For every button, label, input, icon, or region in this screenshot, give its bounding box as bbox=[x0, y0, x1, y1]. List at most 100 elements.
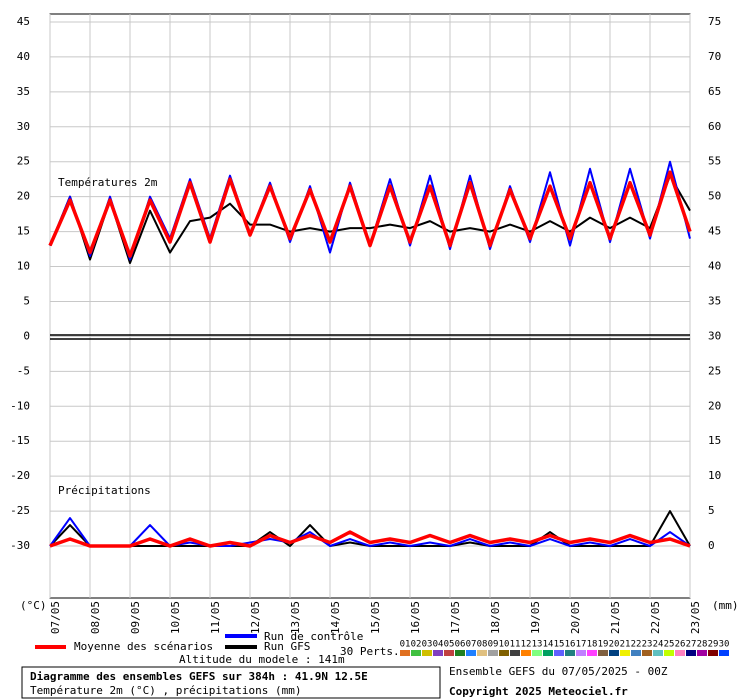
pert-label: 28 bbox=[697, 640, 708, 650]
pert-label: 24 bbox=[653, 640, 664, 650]
x-tick-label: 11/05 bbox=[209, 601, 222, 634]
pert-swatch bbox=[664, 650, 674, 656]
y2-unit: (mm) bbox=[712, 599, 739, 612]
pert-swatch bbox=[444, 650, 454, 656]
pert-swatch bbox=[488, 650, 498, 656]
y-tick-label: -25 bbox=[10, 504, 30, 517]
pert-label: 23 bbox=[642, 640, 653, 650]
pert-swatch bbox=[521, 650, 531, 656]
pert-label: 17 bbox=[576, 640, 587, 650]
y-tick-label: 5 bbox=[23, 294, 30, 307]
x-tick-label: 12/05 bbox=[249, 601, 262, 634]
pert-label: 27 bbox=[686, 640, 697, 650]
y-tick-label: -15 bbox=[10, 434, 30, 447]
pert-label: 03 bbox=[422, 640, 433, 650]
altitude: Altitude du modele : 141m bbox=[179, 653, 345, 666]
pert-label: 12 bbox=[521, 640, 532, 650]
y-tick-label: 20 bbox=[17, 190, 30, 203]
x-tick-label: 13/05 bbox=[289, 601, 302, 634]
x-tick-label: 07/05 bbox=[49, 601, 62, 634]
x-tick-label: 17/05 bbox=[449, 601, 462, 634]
pert-label: 16 bbox=[565, 640, 576, 650]
pert-swatch bbox=[565, 650, 575, 656]
y-tick-label: 15 bbox=[17, 225, 30, 238]
y-tick-label: -10 bbox=[10, 399, 30, 412]
pert-label: 15 bbox=[554, 640, 565, 650]
pert-swatch bbox=[675, 650, 685, 656]
pert-swatch bbox=[433, 650, 443, 656]
pert-label: 22 bbox=[631, 640, 642, 650]
x-tick-label: 09/05 bbox=[129, 601, 142, 634]
run-info: Ensemble GEFS du 07/05/2025 - 00Z bbox=[449, 665, 668, 678]
pert-swatch bbox=[719, 650, 729, 656]
pert-label: 18 bbox=[587, 640, 598, 650]
x-tick-label: 20/05 bbox=[569, 601, 582, 634]
legend-label: Moyenne des scénarios bbox=[74, 640, 213, 653]
pert-label: 07 bbox=[466, 640, 477, 650]
pert-swatch bbox=[499, 650, 509, 656]
pert-swatch bbox=[455, 650, 465, 656]
pert-label: 26 bbox=[675, 640, 686, 650]
y2-tick-label: 55 bbox=[708, 155, 721, 168]
x-tick-label: 16/05 bbox=[409, 601, 422, 634]
y-tick-label: 30 bbox=[17, 120, 30, 133]
temp-line bbox=[48, 170, 692, 258]
y2-tick-label: 50 bbox=[708, 190, 721, 203]
x-tick-label: 14/05 bbox=[329, 601, 342, 634]
pert-label: 11 bbox=[510, 640, 521, 650]
x-tick-label: 08/05 bbox=[89, 601, 102, 634]
temp-label: Températures 2m bbox=[58, 176, 158, 189]
pert-label: 25 bbox=[664, 640, 675, 650]
pert-label: 29 bbox=[708, 640, 719, 650]
y2-tick-label: 25 bbox=[708, 364, 721, 377]
legend-label: Run GFS bbox=[264, 640, 310, 653]
pert-label: 08 bbox=[477, 640, 488, 650]
x-tick-label: 10/05 bbox=[169, 601, 182, 634]
pert-label: 14 bbox=[543, 640, 554, 650]
subtitle: Température 2m (°C) , précipitations (mm… bbox=[30, 684, 302, 697]
pert-label: 10 bbox=[499, 640, 510, 650]
pert-swatch bbox=[543, 650, 553, 656]
y-tick-label: 45 bbox=[17, 15, 30, 28]
x-tick-label: 15/05 bbox=[369, 601, 382, 634]
pert-swatch bbox=[554, 650, 564, 656]
pert-swatch bbox=[422, 650, 432, 656]
pert-swatch bbox=[631, 650, 641, 656]
y2-tick-label: 70 bbox=[708, 50, 721, 63]
x-tick-label: 21/05 bbox=[609, 601, 622, 634]
pert-label: 13 bbox=[532, 640, 543, 650]
y-tick-label: -5 bbox=[17, 364, 30, 377]
precip-label: Précipitations bbox=[58, 484, 151, 497]
y2-tick-label: 35 bbox=[708, 294, 721, 307]
x-tick-label: 22/05 bbox=[649, 601, 662, 634]
perts-label: 30 Perts. bbox=[340, 645, 400, 658]
pert-swatch bbox=[587, 650, 597, 656]
y2-tick-label: 40 bbox=[708, 260, 721, 273]
y2-tick-label: 75 bbox=[708, 15, 721, 28]
y2-tick-label: 30 bbox=[708, 329, 721, 342]
pert-swatch bbox=[686, 650, 696, 656]
x-tick-label: 19/05 bbox=[529, 601, 542, 634]
y2-tick-label: 5 bbox=[708, 504, 715, 517]
pert-label: 04 bbox=[433, 640, 444, 650]
precip-line bbox=[49, 517, 691, 547]
pert-swatch bbox=[642, 650, 652, 656]
pert-swatch bbox=[477, 650, 487, 656]
temp-line bbox=[49, 174, 691, 265]
y-tick-label: -20 bbox=[10, 469, 30, 482]
x-tick-label: 23/05 bbox=[689, 601, 702, 634]
pert-swatch bbox=[400, 650, 410, 656]
y2-tick-label: 60 bbox=[708, 120, 721, 133]
pert-swatch bbox=[466, 650, 476, 656]
pert-swatch bbox=[697, 650, 707, 656]
y2-tick-label: 20 bbox=[708, 399, 721, 412]
y-tick-label: 35 bbox=[17, 85, 30, 98]
pert-label: 02 bbox=[411, 640, 422, 650]
pert-label: 30 bbox=[719, 640, 730, 650]
y2-tick-label: 10 bbox=[708, 469, 721, 482]
y-tick-label: 40 bbox=[17, 50, 30, 63]
y-tick-label: 25 bbox=[17, 155, 30, 168]
pert-label: 06 bbox=[455, 640, 466, 650]
pert-label: 01 bbox=[400, 640, 411, 650]
y-tick-label: 0 bbox=[23, 329, 30, 342]
